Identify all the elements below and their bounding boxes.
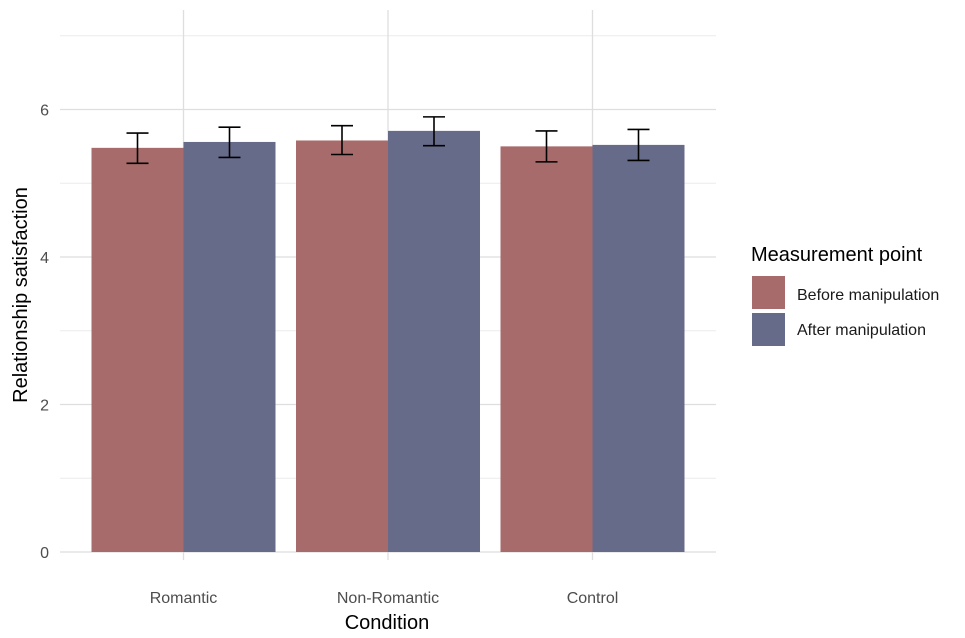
bars: [91, 130, 685, 552]
x-tick-label: Control: [567, 590, 619, 607]
y-tick-label: 6: [40, 103, 49, 120]
legend-label-after: After manipulation: [797, 322, 926, 339]
y-axis-title: Relationship satisfaction: [10, 187, 32, 403]
bar-1-2: [592, 144, 685, 552]
legend-label-before: Before manipulation: [797, 287, 939, 304]
legend-title: Measurement point: [751, 244, 923, 266]
error-bars: [126, 116, 650, 165]
legend-swatch-before: [752, 276, 785, 309]
x-axis-title: Condition: [345, 612, 430, 633]
y-axis: 0 2 4 6: [40, 103, 49, 563]
bar-1-0: [183, 141, 276, 552]
y-tick-label: 4: [40, 250, 49, 267]
bar-0-1: [296, 140, 388, 552]
y-tick-label: 2: [40, 398, 49, 415]
bar-0-2: [500, 146, 593, 552]
x-axis: Romantic Non-Romantic Control: [150, 590, 619, 607]
x-tick-label: Non-Romantic: [337, 590, 439, 607]
legend-swatch-after: [752, 313, 785, 346]
legend: Measurement point Before manipulation Af…: [751, 244, 939, 346]
bar-0-0: [91, 147, 184, 552]
y-tick-label: 0: [40, 545, 49, 562]
bar-1-1: [388, 130, 480, 552]
x-tick-label: Romantic: [150, 590, 218, 607]
